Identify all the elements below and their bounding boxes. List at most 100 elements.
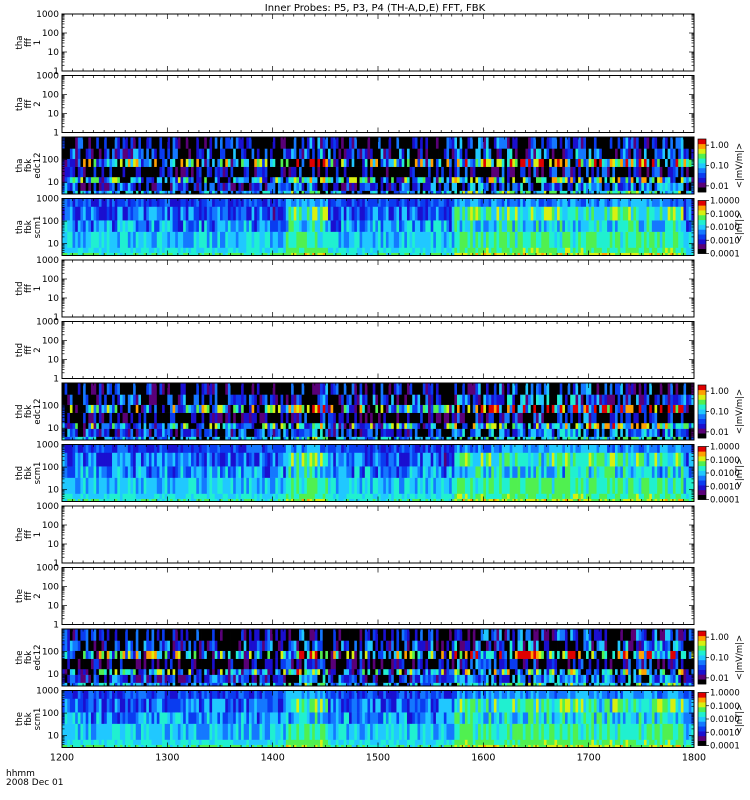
heat-cell [299, 428, 303, 437]
heat-cell [335, 137, 339, 149]
heat-cell [320, 176, 324, 183]
heat-cell [277, 190, 281, 195]
heat-cell [375, 182, 379, 191]
heat-cell [536, 190, 540, 195]
heat-cell [641, 158, 645, 167]
heat-cell [514, 182, 518, 191]
heat-cell [75, 137, 79, 149]
heat-cell [256, 220, 260, 232]
heat-cell [454, 158, 458, 167]
heat-cell [543, 198, 547, 207]
heat-cell [291, 247, 295, 253]
heat-cell [262, 137, 266, 149]
heat-cell [264, 176, 268, 183]
heat-cell [659, 198, 663, 207]
heat-cell [380, 190, 384, 195]
heat-cell [385, 148, 389, 159]
heat-cell [185, 412, 189, 424]
heat-cell [309, 394, 313, 405]
heat-cell [138, 198, 142, 207]
heat-cell [314, 166, 318, 178]
heat-cell [586, 137, 590, 149]
heat-cell [496, 190, 500, 195]
heat-cell [341, 182, 345, 191]
heat-cell [657, 158, 661, 167]
heat-cell [96, 231, 100, 248]
heat-cell [85, 148, 89, 159]
heat-cell [388, 198, 392, 207]
heat-cell [499, 137, 503, 149]
heat-cell [301, 404, 305, 413]
heat-cell [309, 176, 313, 183]
heat-cell [538, 220, 542, 232]
heat-cell [538, 148, 542, 159]
heat-cell [601, 252, 605, 256]
heat-cell [554, 252, 558, 256]
heat-cell [243, 422, 247, 429]
heat-cell [514, 190, 518, 195]
heat-cell [283, 198, 287, 207]
heat-cell [317, 428, 321, 437]
heat-cell [391, 231, 395, 248]
heat-cell [214, 422, 218, 429]
heat-cell [572, 158, 576, 167]
heat-cell [425, 252, 429, 256]
heat-cell [372, 190, 376, 195]
heat-cell [583, 137, 587, 149]
heat-cell [514, 231, 518, 248]
heat-cell [206, 383, 210, 395]
heat-cell [612, 190, 616, 195]
heat-cell [688, 137, 692, 149]
heat-cell [98, 247, 102, 253]
heat-cell [536, 166, 540, 178]
heat-cell [133, 137, 137, 149]
heat-cell [154, 412, 158, 424]
heat-cell [162, 252, 166, 256]
heat-cell [615, 166, 619, 178]
heat-cell [559, 220, 563, 232]
heat-cell [175, 412, 179, 424]
heat-cell [193, 137, 197, 149]
heat-cell [438, 247, 442, 253]
heat-cell [583, 182, 587, 191]
heat-cell [220, 412, 224, 424]
heat-cell [114, 137, 118, 149]
heat-cell [488, 198, 492, 207]
heat-cell [109, 394, 113, 405]
heat-cell [612, 182, 616, 191]
heat-cell [588, 190, 592, 195]
heat-cell [612, 206, 616, 221]
heat-cell [483, 137, 487, 149]
heat-cell [262, 247, 266, 253]
heat-cell [96, 422, 100, 429]
heat-cell [198, 158, 202, 167]
heat-cell [559, 231, 563, 248]
heat-cell [98, 422, 102, 429]
heat-cell [277, 252, 281, 256]
heat-cell [520, 137, 524, 149]
heat-cell [428, 190, 432, 195]
heat-cell [320, 158, 324, 167]
heat-cell [485, 166, 489, 178]
heat-cell [96, 404, 100, 413]
heat-cell [362, 206, 366, 221]
heat-cell [641, 137, 645, 149]
y-tick-label: 1 [53, 375, 59, 385]
heat-cell [680, 206, 684, 221]
heat-cell [536, 231, 540, 248]
heat-cell [485, 247, 489, 253]
heat-cell [643, 198, 647, 207]
heat-cell [593, 182, 597, 191]
heat-cell [212, 252, 216, 256]
heat-cell [475, 176, 479, 183]
heat-cell [343, 231, 347, 248]
heat-cell [343, 220, 347, 232]
heat-cell [62, 166, 66, 178]
heat-cell [119, 190, 123, 195]
heat-cell [464, 137, 468, 149]
heat-cell [67, 428, 71, 437]
heat-cell [480, 198, 484, 207]
heat-cell [314, 220, 318, 232]
heat-cell [335, 220, 339, 232]
heat-cell [180, 137, 184, 149]
